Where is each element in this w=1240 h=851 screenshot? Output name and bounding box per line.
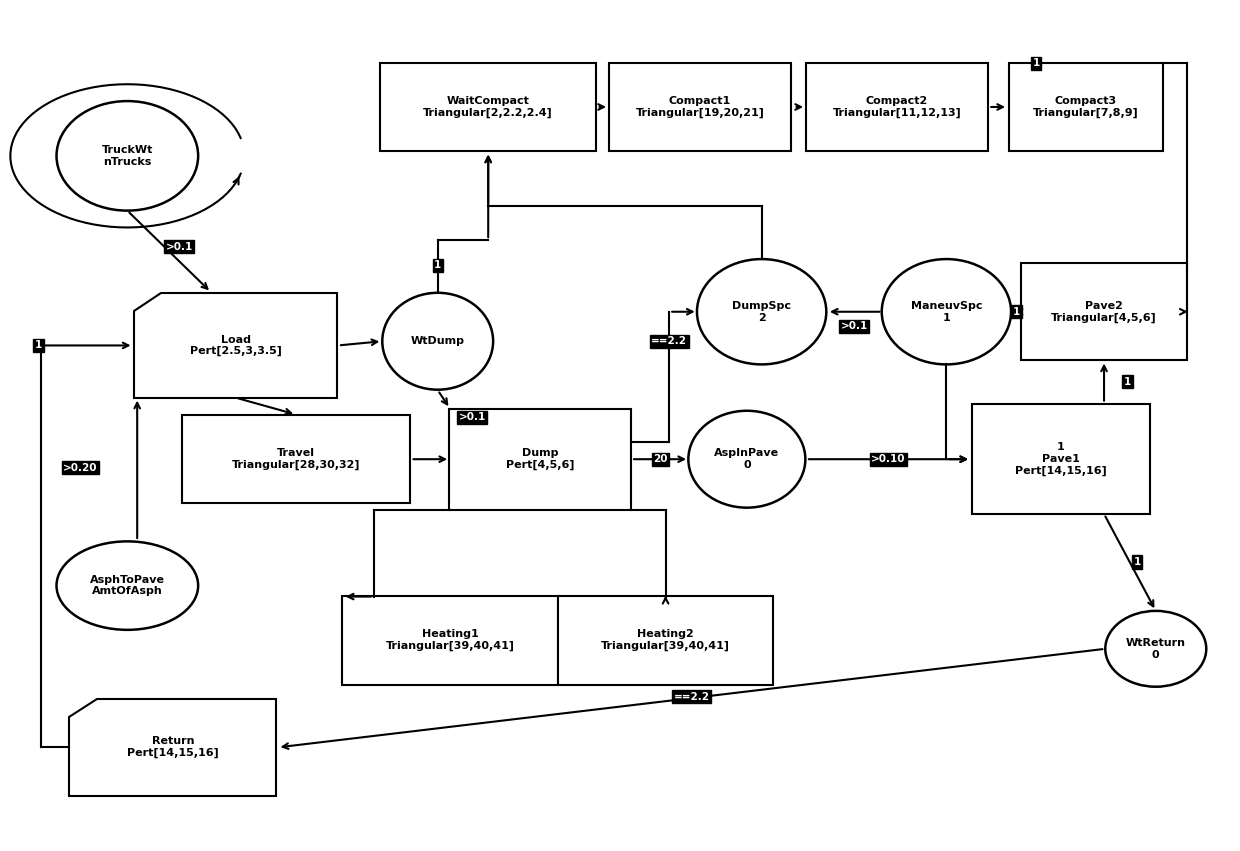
Text: ManeuvSpc
1: ManeuvSpc 1 bbox=[910, 301, 982, 323]
Text: WaitCompact
Triangular[2,2.2,2.4]: WaitCompact Triangular[2,2.2,2.4] bbox=[423, 96, 553, 118]
Text: TruckWt
nTrucks: TruckWt nTrucks bbox=[102, 145, 153, 167]
Ellipse shape bbox=[57, 101, 198, 210]
Text: Return
Pert[14,15,16]: Return Pert[14,15,16] bbox=[126, 736, 218, 758]
Text: 1: 1 bbox=[1123, 377, 1131, 386]
Polygon shape bbox=[134, 293, 337, 398]
Bar bbox=[806, 63, 988, 151]
Text: >0.10: >0.10 bbox=[872, 454, 905, 464]
Bar bbox=[182, 415, 410, 504]
Text: 1: 1 bbox=[1033, 58, 1040, 68]
Text: 1: 1 bbox=[35, 340, 42, 351]
Bar bbox=[381, 63, 596, 151]
Text: >0.1: >0.1 bbox=[841, 321, 868, 331]
Bar bbox=[558, 597, 774, 684]
Bar bbox=[449, 408, 631, 510]
Text: >0.1: >0.1 bbox=[459, 412, 486, 422]
Text: WtDump: WtDump bbox=[410, 336, 465, 346]
Text: WtReturn
0: WtReturn 0 bbox=[1126, 638, 1185, 660]
Text: AspInPave
0: AspInPave 0 bbox=[714, 448, 780, 470]
Text: Compact1
Triangular[19,20,21]: Compact1 Triangular[19,20,21] bbox=[636, 96, 765, 118]
Text: ==2.2: ==2.2 bbox=[651, 336, 687, 346]
Ellipse shape bbox=[882, 259, 1011, 364]
Text: ==2.2: ==2.2 bbox=[673, 692, 709, 702]
Ellipse shape bbox=[1105, 611, 1207, 687]
Text: Heating2
Triangular[39,40,41]: Heating2 Triangular[39,40,41] bbox=[601, 630, 730, 651]
Text: AsphToPave
AmtOfAsph: AsphToPave AmtOfAsph bbox=[89, 574, 165, 597]
Text: Heating1
Triangular[39,40,41]: Heating1 Triangular[39,40,41] bbox=[386, 630, 515, 651]
Ellipse shape bbox=[697, 259, 826, 364]
Bar bbox=[609, 63, 791, 151]
Text: 1
Pave1
Pert[14,15,16]: 1 Pave1 Pert[14,15,16] bbox=[1016, 443, 1107, 476]
Text: 20: 20 bbox=[653, 454, 668, 464]
Text: Compact2
Triangular[11,12,13]: Compact2 Triangular[11,12,13] bbox=[833, 96, 961, 118]
Polygon shape bbox=[69, 699, 277, 796]
Text: Pave2
Triangular[4,5,6]: Pave2 Triangular[4,5,6] bbox=[1052, 300, 1157, 323]
Bar bbox=[342, 597, 558, 684]
Bar bbox=[1021, 263, 1187, 360]
Bar bbox=[972, 404, 1151, 514]
Text: 1: 1 bbox=[434, 260, 441, 271]
Ellipse shape bbox=[57, 541, 198, 630]
Text: >0.1: >0.1 bbox=[165, 242, 192, 252]
Bar bbox=[1008, 63, 1163, 151]
Text: Travel
Triangular[28,30,32]: Travel Triangular[28,30,32] bbox=[232, 448, 361, 470]
Text: Load
Pert[2.5,3,3.5]: Load Pert[2.5,3,3.5] bbox=[190, 334, 281, 357]
Text: 1: 1 bbox=[1133, 557, 1141, 567]
Text: 1: 1 bbox=[1013, 306, 1021, 317]
Ellipse shape bbox=[688, 411, 805, 508]
Ellipse shape bbox=[382, 293, 494, 390]
Text: Compact3
Triangular[7,8,9]: Compact3 Triangular[7,8,9] bbox=[1033, 96, 1138, 118]
Text: >0.20: >0.20 bbox=[63, 463, 98, 472]
Text: DumpSpc
2: DumpSpc 2 bbox=[732, 301, 791, 323]
Text: Dump
Pert[4,5,6]: Dump Pert[4,5,6] bbox=[506, 448, 574, 470]
